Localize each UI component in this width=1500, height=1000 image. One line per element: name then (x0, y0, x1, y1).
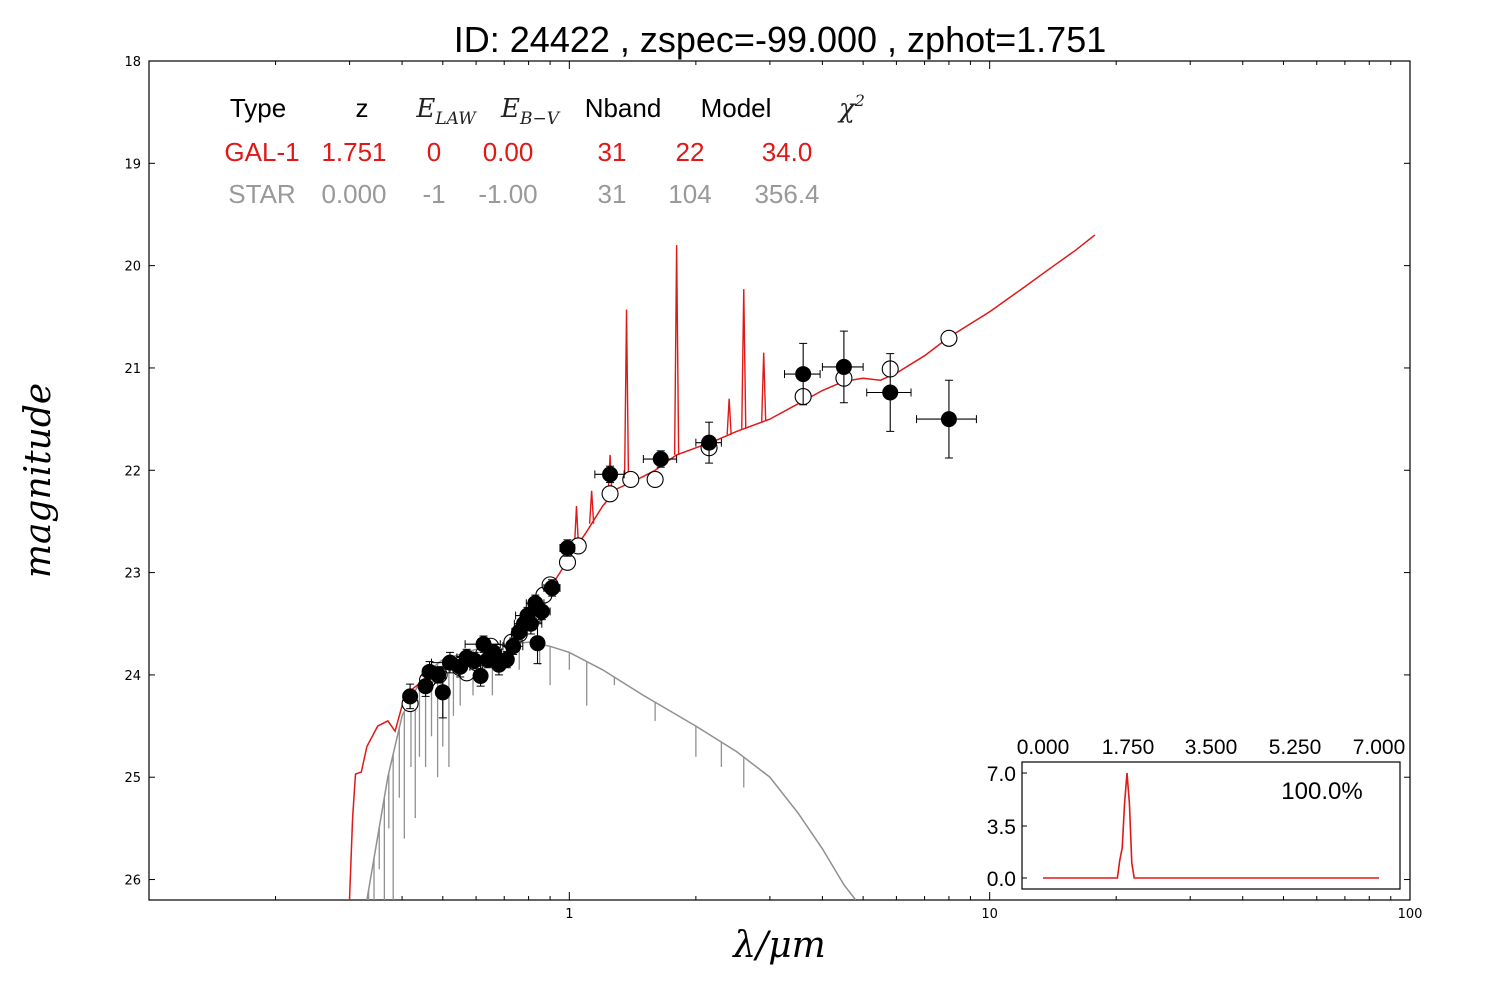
chart-title: ID: 24422 , zspec=-99.000 , zphot=1.751 (454, 19, 1106, 60)
model-photometry-point (622, 470, 640, 489)
inset-y-tick-label: 0.0 (987, 868, 1016, 891)
y-tick-label: 25 (124, 771, 141, 786)
x-axis-label: λ/μm (731, 925, 825, 966)
fit-info-table: Type z ELAW EB−V Nband Model χ2 GAL-1 1.751 0 0.00… (224, 91, 865, 209)
galaxy-emission-line (726, 398, 732, 435)
x-tick-label: 100 (1398, 907, 1423, 922)
y-tick-label: 24 (124, 669, 141, 684)
table-cell: 0.00 (483, 137, 534, 167)
table-cell: 1.751 (321, 137, 386, 167)
inset-x-tick-label: 5.250 (1269, 736, 1322, 759)
galaxy-emission-line (623, 309, 630, 485)
plot-frame (148, 60, 1411, 901)
observed-photometry-point (522, 615, 539, 632)
table-cell: 22 (676, 137, 705, 167)
observed-photometry-point (835, 358, 852, 375)
observed-photometry-point (795, 366, 812, 383)
observed-photometry-point (529, 635, 546, 652)
main-plot: 18 19 20 21 22 23 24 25 26 1 10 100 λ/μm magnitude (18, 55, 1422, 966)
sed-curves (348, 234, 1096, 900)
table-cell: GAL-1 (224, 137, 299, 167)
galaxy-emission-line (607, 454, 613, 498)
model-photometry-point (940, 329, 958, 347)
table-cell: 0.000 (321, 179, 386, 209)
table-header: Nband (585, 93, 662, 123)
y-tick-label: 23 (124, 567, 141, 582)
model-photometry-point (558, 553, 577, 571)
inset-y-tick-label: 7.0 (987, 763, 1016, 786)
y-tick-label: 21 (124, 362, 141, 377)
table-cell: 34.0 (762, 137, 813, 167)
galaxy-emission-line (573, 506, 580, 547)
table-cell: STAR (228, 179, 295, 209)
observed-photometry-point (940, 411, 957, 428)
inset-pdf-line (1043, 772, 1379, 879)
y-tick-label: 22 (124, 464, 141, 479)
observed-photometry-point (417, 678, 434, 695)
x-tick-label: 1 (565, 907, 573, 922)
table-header: ELAW (415, 94, 477, 129)
model-photometry-point (601, 485, 619, 503)
inset-frame (1021, 761, 1401, 890)
table-header: χ2 (837, 91, 865, 124)
galaxy-emission-line (741, 289, 747, 429)
table-cell: 104 (668, 179, 711, 209)
y-tick-label: 26 (124, 874, 141, 889)
galaxy-sed-line (348, 234, 1096, 900)
table-header: Type (230, 93, 286, 123)
table-header: z (356, 93, 369, 123)
observed-photometry-point (429, 666, 446, 683)
observed-photometry-point (882, 384, 899, 401)
y-axis-label: magnitude (18, 383, 59, 578)
observed-photometry-point (544, 579, 561, 596)
x-tick-label: 10 (981, 907, 998, 922)
redshift-pdf-inset: 0.000 1.750 3.500 5.250 7.000 0.0 3.5 7.0 100.0% (987, 736, 1405, 891)
observed-photometry-point (498, 651, 515, 668)
inset-x-tick-label: 7.000 (1353, 736, 1406, 759)
table-cell: 0 (427, 137, 441, 167)
observed-photometry-point (472, 667, 489, 684)
galaxy-emission-line (760, 352, 767, 422)
galaxy-emission-line (673, 245, 680, 455)
observed-photometry-point (602, 466, 619, 483)
inset-y-tick-label: 3.5 (987, 816, 1016, 839)
table-cell: 356.4 (754, 179, 819, 209)
inset-x-tick-label: 1.750 (1102, 736, 1155, 759)
observed-photometry-point (505, 638, 522, 655)
table-cell: -1.00 (478, 179, 537, 209)
y-tick-label: 19 (124, 157, 141, 172)
observed-photometry-point (434, 684, 451, 701)
observed-photometry-point (402, 688, 419, 705)
observed-photometry-point (559, 540, 576, 557)
y-tick-label: 18 (124, 55, 141, 70)
inset-x-tick-label: 0.000 (1017, 736, 1070, 759)
table-cell: -1 (422, 179, 445, 209)
observed-photometry-point (652, 451, 669, 468)
observed-photometry-point (701, 434, 718, 451)
table-cell: 31 (598, 179, 627, 209)
table-header: EB−V (500, 94, 561, 129)
model-photometry-point (646, 470, 664, 489)
observed-photometry-point (533, 603, 550, 620)
inset-probability-label: 100.0% (1281, 778, 1362, 805)
galaxy-emission-line (588, 490, 595, 524)
table-cell: 31 (598, 137, 627, 167)
table-header: Model (701, 93, 772, 123)
y-tick-label: 20 (124, 260, 141, 275)
inset-x-tick-label: 3.500 (1185, 736, 1238, 759)
